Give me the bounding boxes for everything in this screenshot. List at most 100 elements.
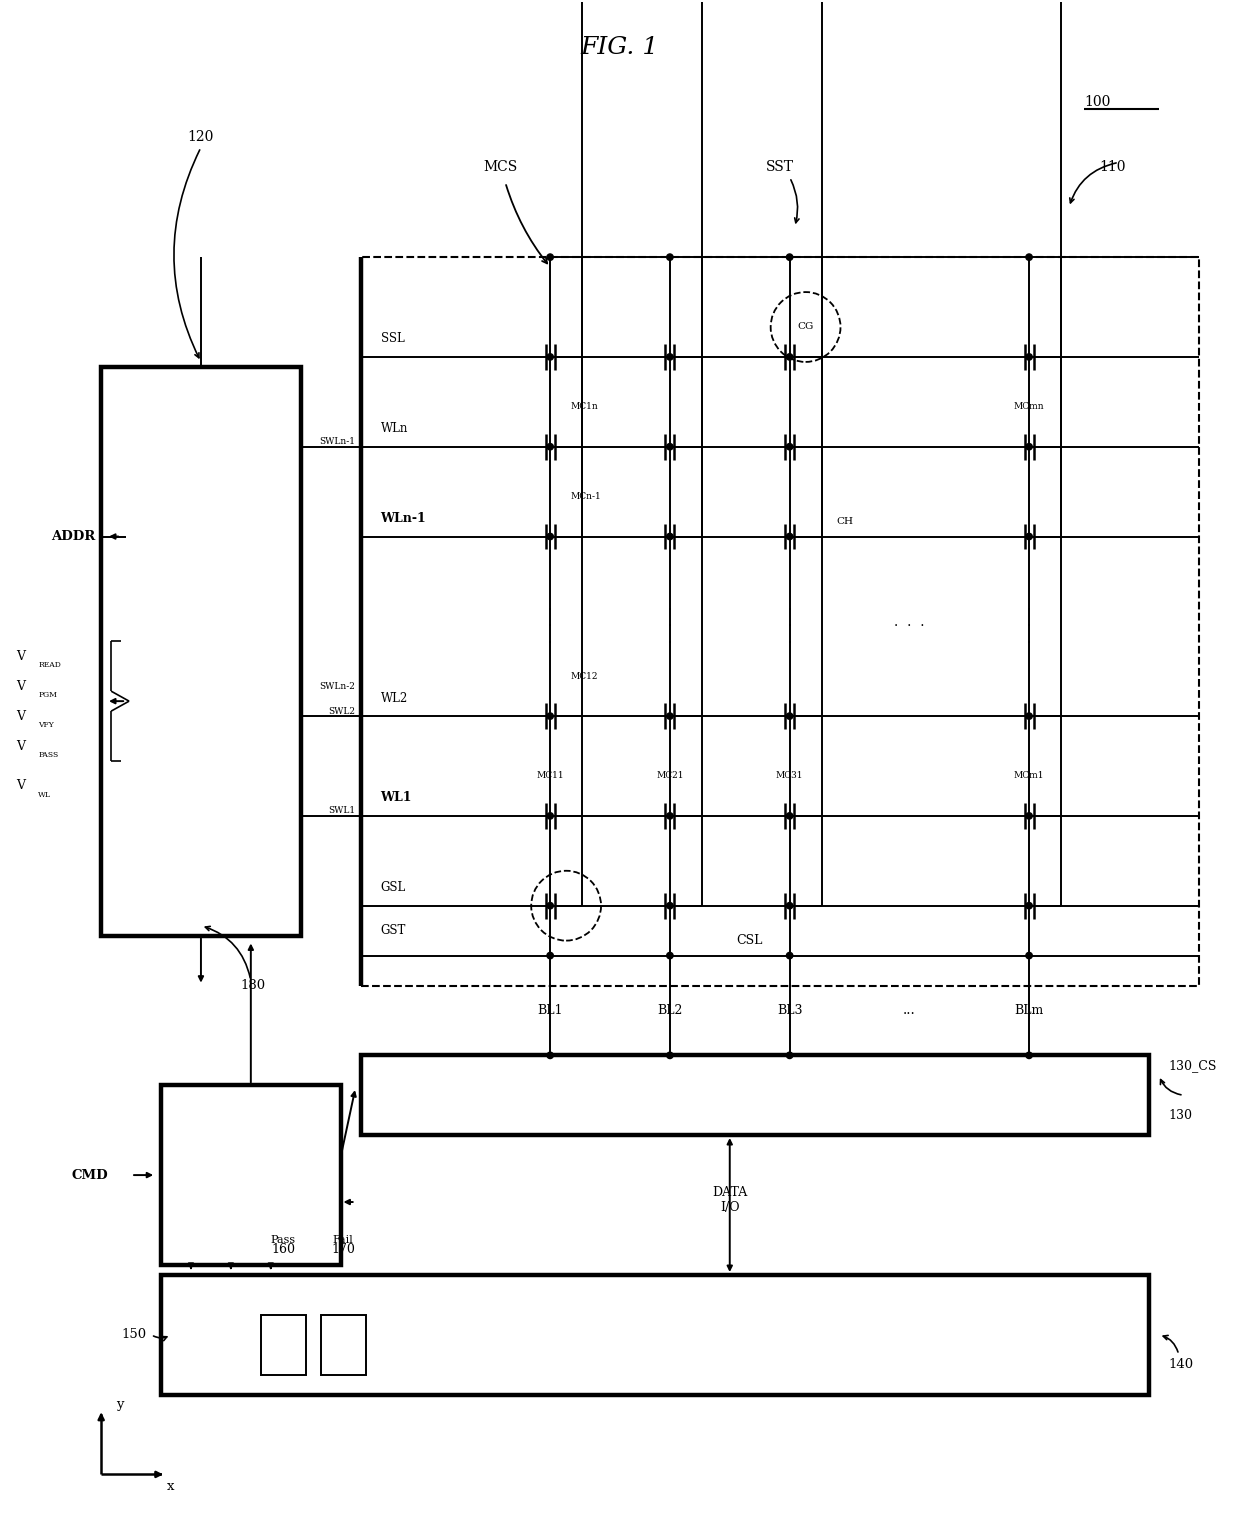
Text: V: V (16, 680, 25, 693)
Text: CH: CH (837, 518, 853, 525)
Text: 110: 110 (1099, 160, 1126, 175)
Bar (361, 1055, 1148, 1135)
Text: MCn-1: MCn-1 (570, 492, 601, 501)
Text: MCS: MCS (484, 160, 517, 175)
Text: 140: 140 (1169, 1358, 1194, 1372)
Text: WLn: WLn (381, 422, 408, 435)
Text: WL2: WL2 (381, 691, 408, 705)
Text: FIG. 1: FIG. 1 (580, 37, 660, 58)
Text: CG: CG (797, 323, 813, 332)
Text: MC12: MC12 (570, 671, 598, 680)
Bar (102, 367, 301, 935)
Text: MC1n: MC1n (570, 402, 598, 412)
Text: V: V (16, 650, 25, 662)
Text: 150: 150 (122, 1329, 146, 1341)
Circle shape (786, 253, 792, 260)
Text: MC11: MC11 (537, 771, 564, 780)
Text: ·
·
·: · · · (787, 604, 792, 650)
Text: CSL: CSL (737, 934, 763, 948)
Text: BLm: BLm (1014, 1005, 1044, 1017)
Text: ADDR: ADDR (51, 530, 95, 544)
Text: CMD: CMD (71, 1169, 108, 1181)
Text: MC21: MC21 (656, 771, 683, 780)
Text: Pass: Pass (270, 1235, 296, 1246)
Circle shape (547, 444, 553, 450)
Circle shape (547, 353, 553, 359)
Circle shape (667, 952, 673, 958)
Text: GST: GST (381, 925, 405, 937)
Text: V: V (16, 710, 25, 722)
Circle shape (667, 903, 673, 909)
Text: x: x (167, 1479, 175, 1493)
Text: WL: WL (38, 791, 51, 799)
Circle shape (667, 1052, 673, 1058)
Circle shape (1025, 713, 1032, 719)
Circle shape (786, 813, 792, 819)
Circle shape (786, 444, 792, 450)
Text: 160: 160 (272, 1244, 295, 1256)
Text: PASS: PASS (38, 751, 58, 759)
Text: PGM: PGM (38, 691, 57, 699)
Bar (361, 257, 1199, 986)
Circle shape (1025, 253, 1032, 260)
Text: ·  ·  ·: · · · (894, 619, 925, 633)
Text: SWL1: SWL1 (329, 806, 356, 816)
Text: V: V (16, 739, 25, 753)
Text: VFY: VFY (38, 720, 55, 730)
Circle shape (786, 713, 792, 719)
Text: 130_CS: 130_CS (1169, 1058, 1218, 1072)
Circle shape (667, 813, 673, 819)
Circle shape (1025, 952, 1032, 958)
Circle shape (547, 253, 553, 260)
Circle shape (547, 952, 553, 958)
Text: 100: 100 (1084, 95, 1110, 109)
Bar (260, 1315, 306, 1375)
Text: WL1: WL1 (381, 791, 412, 805)
Circle shape (1025, 1052, 1032, 1058)
Text: ·
·
·: · · · (667, 604, 672, 650)
Text: GSL: GSL (381, 882, 405, 894)
Circle shape (547, 903, 553, 909)
Text: 130: 130 (1169, 1109, 1193, 1121)
Text: 170: 170 (331, 1244, 355, 1256)
Bar (161, 1086, 341, 1264)
Text: DATA
I/O: DATA I/O (712, 1186, 748, 1213)
Circle shape (547, 1052, 553, 1058)
Text: BL2: BL2 (657, 1005, 682, 1017)
Circle shape (1025, 813, 1032, 819)
Circle shape (667, 533, 673, 539)
Text: ·
·
·: · · · (548, 604, 552, 650)
Text: ·
·
·: · · · (1027, 604, 1032, 650)
Bar (321, 1315, 366, 1375)
Circle shape (786, 533, 792, 539)
Text: READ: READ (38, 660, 61, 670)
Text: BL1: BL1 (537, 1005, 563, 1017)
Text: V: V (16, 779, 25, 793)
Text: y: y (117, 1398, 124, 1412)
Text: BL3: BL3 (777, 1005, 802, 1017)
Circle shape (786, 1052, 792, 1058)
Circle shape (547, 813, 553, 819)
Circle shape (786, 353, 792, 359)
Bar (161, 1275, 1148, 1395)
Text: SWL2: SWL2 (329, 707, 356, 716)
Text: Fail: Fail (332, 1235, 353, 1246)
Text: SST: SST (765, 160, 794, 175)
Text: SWLn-2: SWLn-2 (320, 682, 356, 691)
Circle shape (786, 952, 792, 958)
Text: MC31: MC31 (776, 771, 804, 780)
Circle shape (547, 713, 553, 719)
Circle shape (667, 713, 673, 719)
Text: SSL: SSL (381, 332, 404, 346)
Circle shape (1025, 533, 1032, 539)
Circle shape (786, 903, 792, 909)
Text: MCmn: MCmn (1014, 402, 1044, 412)
Circle shape (1025, 444, 1032, 450)
Text: MCm1: MCm1 (1014, 771, 1044, 780)
Circle shape (667, 353, 673, 359)
Text: WLn-1: WLn-1 (381, 511, 427, 525)
Circle shape (547, 533, 553, 539)
Text: ...: ... (903, 1003, 915, 1017)
Circle shape (667, 253, 673, 260)
Circle shape (1025, 903, 1032, 909)
